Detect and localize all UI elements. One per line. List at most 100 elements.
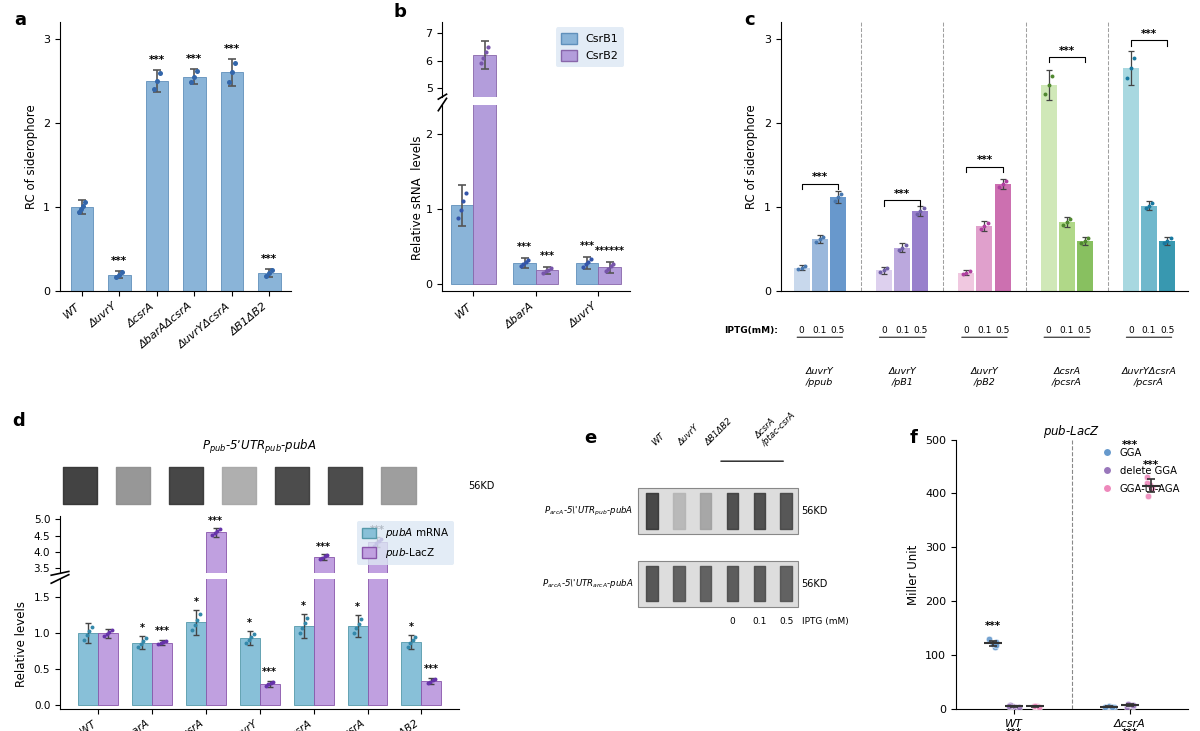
Point (1136, 202, 1156, 214)
Point (516, 256, 535, 268)
Bar (184, 77, 205, 292)
Point (578, 256, 598, 268)
Text: ******: ****** (595, 246, 625, 257)
Text: ***: *** (149, 55, 164, 65)
Bar (206, 373, 226, 705)
Point (1142, 482, 1162, 494)
Point (241, 646, 260, 658)
Bar (259, 683, 280, 705)
Point (406, 646, 425, 658)
Point (372, 533, 391, 545)
Point (367, 537, 386, 549)
Bar (98, 650, 118, 683)
Point (349, 640, 368, 652)
Point (984, 639, 1003, 651)
Text: 0.5: 0.5 (830, 327, 845, 336)
Point (344, 627, 364, 639)
Point (293, 623, 312, 635)
Point (1104, 701, 1123, 713)
Bar (132, 643, 152, 705)
Point (79, 625, 98, 637)
Point (259, 678, 278, 690)
Bar (294, 626, 313, 705)
Bar (78, 633, 98, 705)
Point (347, 622, 366, 634)
Point (596, 216, 616, 228)
Point (151, 637, 170, 649)
Point (77, 645, 96, 657)
Point (149, 639, 168, 651)
Point (889, 244, 908, 256)
Point (398, 640, 418, 652)
Text: ***: *** (1142, 460, 1159, 470)
Point (148, 75, 167, 87)
Point (514, 213, 533, 225)
Point (1124, 53, 1144, 64)
Point (953, 268, 972, 280)
Text: ΔuvrY
/pB1: ΔuvrY /pB1 (888, 367, 916, 387)
Bar (313, 427, 334, 705)
Point (576, 213, 595, 225)
Point (220, 76, 239, 88)
Text: 0.1: 0.1 (1060, 327, 1074, 336)
Bar (1076, 241, 1093, 292)
Point (257, 680, 276, 692)
Point (994, 178, 1013, 189)
Point (814, 231, 833, 243)
Bar (145, 81, 168, 292)
Text: ΔcsrA
/ptac-csrA: ΔcsrA /ptac-csrA (754, 404, 798, 447)
Text: 0: 0 (964, 327, 970, 336)
Bar (132, 654, 152, 683)
Point (236, 637, 256, 649)
Point (401, 649, 420, 661)
Point (352, 638, 371, 650)
Text: 0: 0 (730, 618, 736, 626)
Point (236, 649, 256, 661)
Point (1103, 702, 1122, 713)
Point (576, 258, 595, 270)
FancyBboxPatch shape (637, 488, 798, 534)
Point (1072, 238, 1091, 249)
Point (796, 260, 815, 272)
Text: 0: 0 (1128, 327, 1134, 336)
Text: *: * (301, 602, 306, 612)
Point (1024, 700, 1043, 712)
Point (832, 188, 851, 200)
Point (1061, 213, 1080, 225)
Text: P$_{arcA}$-5\'UTR$_{arcA}$-$pubA$: P$_{arcA}$-5\'UTR$_{arcA}$-$pubA$ (542, 577, 634, 590)
Bar (186, 622, 206, 705)
Bar (536, 270, 558, 284)
Text: P$_{arcA}$-5\'UTR$_{pub}$-$pubA$: P$_{arcA}$-5\'UTR$_{pub}$-$pubA$ (545, 504, 634, 518)
Text: ***: *** (977, 155, 992, 165)
Bar (98, 633, 118, 705)
Text: ΔcsrA
/pcsrA: ΔcsrA /pcsrA (1051, 367, 1081, 387)
Text: ΔuvrY: ΔuvrY (677, 423, 701, 447)
Point (1001, 700, 1020, 711)
Point (476, 47, 496, 58)
Point (1000, 700, 1019, 712)
Point (1096, 701, 1115, 713)
Point (539, 216, 558, 227)
Bar (367, 395, 388, 705)
Point (316, 550, 335, 562)
Point (1117, 72, 1136, 84)
Point (1162, 232, 1181, 244)
Text: ***: *** (1141, 29, 1157, 39)
Text: ***: *** (209, 516, 223, 526)
Bar (536, 221, 558, 227)
Point (403, 635, 422, 646)
Point (83, 621, 102, 632)
Point (128, 651, 148, 662)
Bar (995, 183, 1010, 292)
Text: ***: *** (263, 667, 277, 677)
Text: ***: *** (811, 172, 828, 182)
Text: *: * (193, 597, 198, 607)
Point (810, 233, 829, 245)
Text: 0.1: 0.1 (1142, 327, 1157, 336)
Point (914, 202, 934, 214)
Text: ***: *** (1006, 728, 1022, 731)
Bar (421, 672, 442, 683)
Point (182, 643, 202, 655)
Point (516, 213, 535, 224)
Point (311, 553, 330, 565)
